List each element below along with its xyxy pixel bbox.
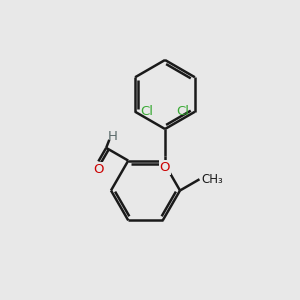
Text: H: H — [108, 130, 118, 143]
Text: CH₃: CH₃ — [201, 173, 223, 186]
Text: Cl: Cl — [176, 105, 190, 118]
Text: Cl: Cl — [140, 105, 154, 118]
Text: O: O — [93, 163, 104, 176]
Text: O: O — [160, 161, 170, 174]
